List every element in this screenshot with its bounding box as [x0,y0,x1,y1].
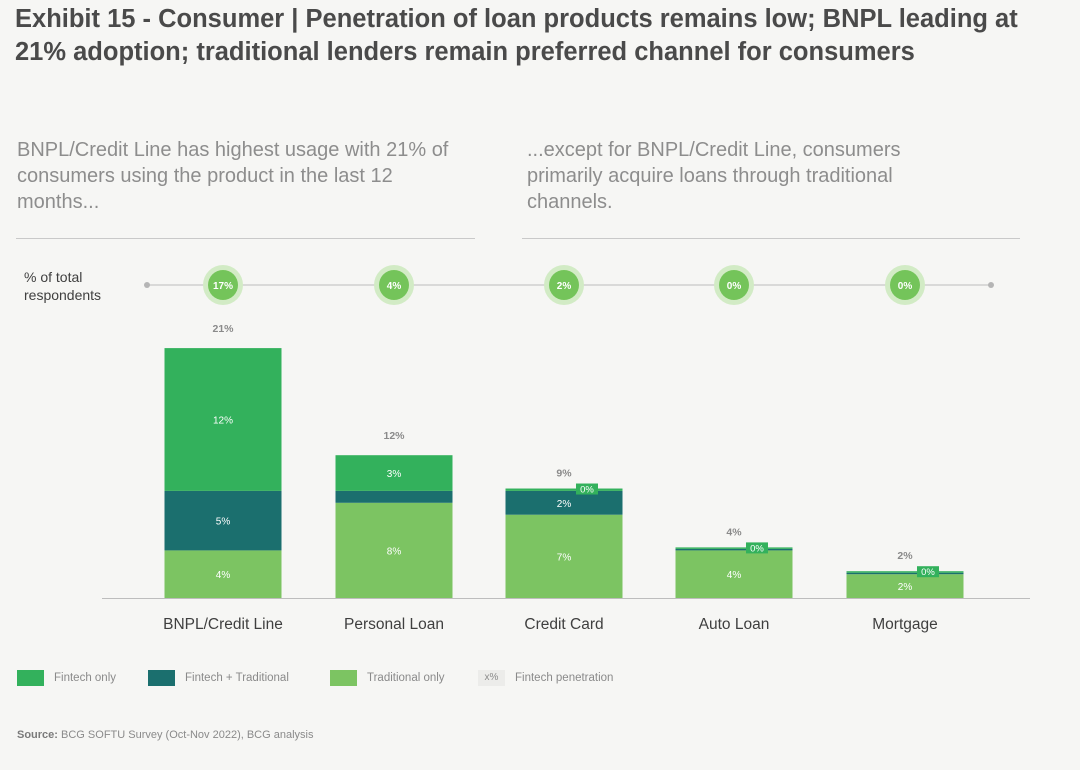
zero-tag [917,566,939,578]
bar-segment [675,550,793,598]
penetration-bubble-label: 0% [898,281,913,292]
legend-item-fintech-traditional: Fintech + Traditional [148,670,289,686]
source-text: BCG SOFTU Survey (Oct-Nov 2022), BCG ana… [61,729,314,741]
legend-item-fintech-penetration: x% Fintech penetration [478,670,613,686]
legend-swatch-traditional-only [330,670,357,686]
category-label: BNPL/Credit Line [163,616,283,633]
stacked-bar-chart: 4% 5% 12% 21% BNPL/Credit Line 17% 8% 3% 12% Pers… [102,265,1030,633]
page-title: Exhibit 15 - Consumer | Penetration of l… [15,5,1018,66]
zero-tag [576,483,598,495]
legend-swatch-fintech-only [17,670,44,686]
bar-segment-label: 4% [216,570,231,581]
zero-tag-label: 0% [921,567,935,578]
bar-total-label: 21% [212,323,234,335]
category-label: Credit Card [524,616,603,633]
penetration-bubble-label: 0% [727,281,742,292]
category-label: Personal Loan [344,616,444,633]
source-label: Source: [17,729,58,741]
penetration-bubble-label: 2% [557,281,572,292]
bar-total-label: 9% [556,468,572,480]
penetration-bubble [890,270,920,300]
bar-segment-label: 2% [557,499,572,510]
penetration-row-label: % of total respondents [24,269,102,303]
bar-segment [505,490,623,515]
source-note: Source: BCG SOFTU Survey (Oct-Nov 2022),… [17,729,313,741]
legend-label-fintech-only: Fintech only [54,672,117,684]
bar-segment [846,572,964,575]
legend-label-traditional-only: Traditional only [367,672,445,684]
bar-segment [846,571,964,573]
penetration-bubble [719,270,749,300]
legend-item-traditional-only: Traditional only [330,670,445,686]
bar-segment [335,502,453,598]
penetration-bubble-label: 17% [213,281,233,292]
legend-swatch-fintech-traditional [148,670,175,686]
bar-segment-label: 4% [727,570,742,581]
legend-penetration-marker: x% [478,670,505,686]
bar-segment-label: 3% [387,469,402,480]
bar-segment [164,550,282,598]
category-label: Auto Loan [699,616,770,633]
legend-item-fintech-only: Fintech only [17,670,116,686]
bar-segment [846,574,964,598]
legend: Fintech only Fintech + Traditional Tradi… [0,670,1080,690]
zero-tag-label: 0% [580,485,594,496]
bar-segment-label: 5% [216,517,231,528]
bar-segment [675,547,793,549]
bar-segment [675,548,793,551]
subtitle-left: BNPL/Credit Line has highest usage with … [17,139,449,213]
penetration-bubble [208,270,238,300]
bar-segment [505,488,623,491]
legend-label-fintech-penetration: Fintech penetration [515,672,614,684]
legend-label-fintech-traditional: Fintech + Traditional [185,672,289,684]
bar-segment [505,514,623,598]
bar-segment [164,490,282,551]
bar-segment-label: 2% [898,582,913,593]
subtitle-right: ...except for BNPL/Credit Line, consumer… [527,139,901,213]
bar-segment-label: 8% [387,546,402,557]
divider-right [522,238,1020,239]
bar-segment [164,348,282,491]
bar-total-label: 4% [726,526,742,538]
penetration-bubble-label: 4% [387,281,402,292]
penetration-track-end-dot [988,282,994,288]
divider-left [16,238,475,239]
penetration-track-start-dot [144,282,150,288]
bar-total-label: 12% [383,430,405,442]
category-label: Mortgage [872,616,937,633]
penetration-bubble [549,270,579,300]
bar-segment [335,455,453,491]
penetration-bubble [379,270,409,300]
zero-tag-label: 0% [750,543,764,554]
bar-total-label: 2% [897,550,913,562]
bar-segment-label: 12% [213,416,233,427]
zero-tag [746,542,768,554]
bar-segment [335,490,453,503]
bar-segment-label: 7% [557,552,572,563]
